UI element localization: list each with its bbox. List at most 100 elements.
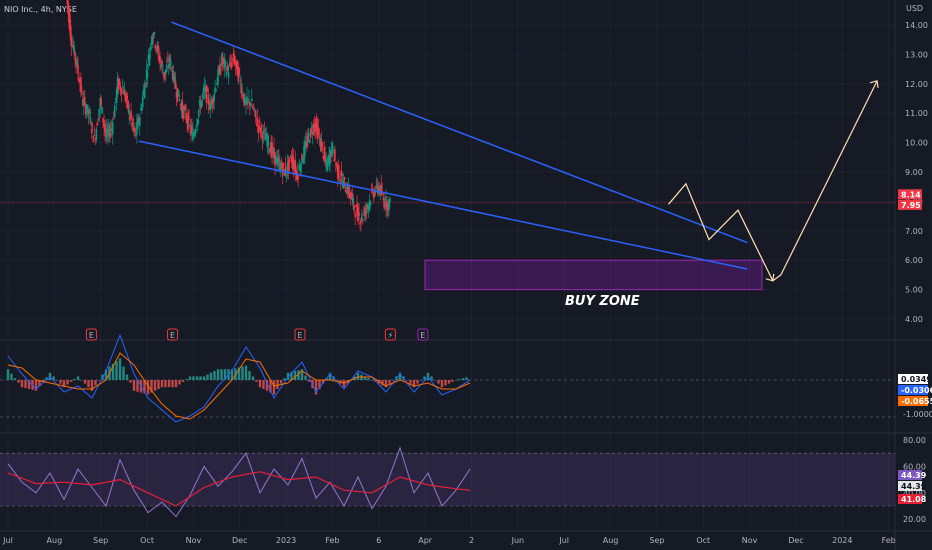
candle-body <box>195 124 198 126</box>
macd-hist-bar <box>97 380 101 381</box>
macd-hist-bar <box>20 380 24 388</box>
candle-body <box>271 142 273 155</box>
candle-body <box>289 156 292 157</box>
rsi-tick-label: 80.00 <box>903 436 926 445</box>
candle-body <box>232 53 235 59</box>
candle-body <box>75 59 77 64</box>
rsi-ma-line <box>7 471 471 507</box>
candle-body <box>318 136 321 138</box>
x-tick-label: Jun <box>511 536 525 545</box>
candle-body <box>371 187 374 191</box>
candle-body <box>275 156 277 163</box>
macd-hist-bar <box>181 380 185 382</box>
candle-body <box>98 109 101 115</box>
macd-hist-bar <box>405 380 409 381</box>
macd-hist-bar <box>10 373 13 380</box>
candle-body <box>117 78 120 90</box>
candle-body <box>297 175 299 179</box>
candle-body <box>84 104 87 115</box>
candle-body <box>261 134 264 141</box>
rsi-ma-value-tag <box>898 494 922 504</box>
candle-body <box>205 85 208 103</box>
candle-body <box>77 64 79 74</box>
candle-body <box>119 85 122 91</box>
candle-body <box>284 166 287 176</box>
candle-body <box>111 122 114 135</box>
event-marker-icon[interactable] <box>167 328 179 341</box>
candle-body <box>85 110 88 112</box>
macd-hist-bar <box>45 377 48 380</box>
macd-hist-bar <box>255 380 258 382</box>
y-tick-label: 6.00 <box>905 256 923 265</box>
candle-body <box>306 143 308 147</box>
candle-body <box>307 136 309 143</box>
signal-value-tag <box>898 385 928 395</box>
candle-body <box>287 160 290 171</box>
symbol-header[interactable]: NIO Inc., 4h, NYSE <box>4 5 77 14</box>
macd-hist-bar <box>437 380 440 384</box>
wedge-lower-trendline[interactable] <box>138 140 748 270</box>
candle-body <box>278 158 280 162</box>
candle-body <box>239 80 242 82</box>
candle-body <box>164 71 166 76</box>
candle-body <box>87 109 90 115</box>
macd-hist-bar <box>251 376 255 380</box>
hist-value-tag <box>898 396 928 406</box>
candle-body <box>173 75 176 82</box>
macd-hist-bar <box>409 380 412 384</box>
candle-body <box>191 125 193 131</box>
candle-body <box>267 135 270 146</box>
candle-body <box>223 57 225 62</box>
macd-hist-bar <box>283 378 286 380</box>
macd-hist-bar <box>272 380 276 395</box>
event-marker-icon[interactable] <box>384 328 396 341</box>
candle-body <box>226 64 229 72</box>
candle-body <box>149 46 152 50</box>
macd-hist-bar <box>423 376 426 380</box>
x-tick-label: 2 <box>469 536 474 545</box>
candle-body <box>216 83 218 86</box>
macd-hist-bar <box>66 380 69 385</box>
event-markers[interactable]: E E E ⚡ E <box>85 328 429 341</box>
candle-body <box>220 69 222 71</box>
macd-hist-bar <box>416 380 419 384</box>
buy-zone-label[interactable]: BUY ZONE <box>565 294 640 309</box>
candle-body <box>122 90 125 94</box>
event-marker-icon[interactable] <box>294 328 306 341</box>
macd-tick-label: -1.0000 <box>903 410 932 419</box>
candle-body <box>89 117 92 124</box>
candle-body <box>335 163 337 166</box>
macd-hist-bar <box>335 380 339 381</box>
time-axis[interactable]: Jul Aug Sep Oct Nov Dec 2023 Feb 6 Apr 2 Jun Jul Aug S… <box>2 536 896 545</box>
candle-body <box>188 117 190 118</box>
macd-hist-bar <box>195 376 199 380</box>
candle-body <box>146 72 149 77</box>
macd-hist-bar <box>132 380 136 391</box>
candle-body <box>323 147 326 157</box>
event-marker-icon[interactable] <box>85 328 97 341</box>
macd-hist-bar <box>430 376 433 380</box>
candle-body <box>118 78 121 85</box>
candle-body <box>143 84 146 99</box>
macd-hist-bar <box>454 380 458 381</box>
projection-path[interactable] <box>668 80 878 282</box>
event-marker-icon[interactable] <box>417 328 429 341</box>
candle-body <box>238 67 241 75</box>
candle-body <box>97 118 100 121</box>
rsi-tick-label: 20.00 <box>903 515 926 524</box>
buy-zone-rectangle[interactable] <box>424 259 763 291</box>
candle-body <box>189 124 191 128</box>
wedge-upper-trendline[interactable] <box>171 21 748 244</box>
macd-hist-bar <box>206 374 209 380</box>
price-high-value: 8.14 <box>901 190 921 199</box>
macd-hist-bar <box>136 380 139 392</box>
candle-body <box>385 196 387 208</box>
price-axis[interactable]: 14.0013.0012.0011.0010.009.008.007.006.0… <box>905 21 928 324</box>
candle-body <box>141 97 144 108</box>
candle-body <box>185 112 187 121</box>
candle-body <box>194 131 196 135</box>
macd-hist-bar <box>465 377 468 380</box>
macd-hist-bar <box>174 380 178 388</box>
currency-label: USD <box>906 4 923 13</box>
